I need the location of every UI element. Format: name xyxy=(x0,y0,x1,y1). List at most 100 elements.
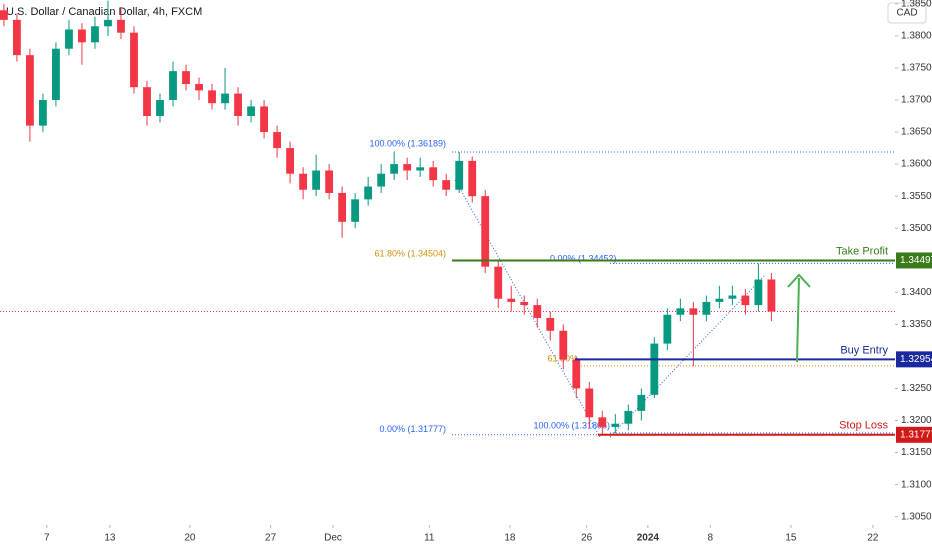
candle-body xyxy=(91,26,99,43)
level-name: Buy Entry xyxy=(840,344,888,356)
candle-body xyxy=(455,160,464,190)
candle-body xyxy=(13,19,21,56)
candle-body xyxy=(533,305,542,318)
candle-body xyxy=(741,295,750,306)
candle-body xyxy=(260,106,268,133)
candle-body xyxy=(728,295,737,299)
candle-body xyxy=(403,164,412,171)
y-tick-label: 1.32500 xyxy=(901,383,932,394)
level-price: 1.32954 xyxy=(900,354,932,365)
y-tick-label: 1.37000 xyxy=(901,95,932,106)
arrow-head xyxy=(787,273,811,288)
candle-body xyxy=(767,279,776,312)
level-price-box xyxy=(896,426,932,443)
candle-body xyxy=(546,317,555,331)
candle-body xyxy=(273,132,281,149)
candle-body xyxy=(650,343,659,395)
candle-body xyxy=(169,71,177,100)
fib-label: 61.80% (1.34504) xyxy=(374,248,446,258)
candle-body xyxy=(247,106,255,117)
y-tick-label: 1.34000 xyxy=(901,287,932,298)
candle-body xyxy=(312,170,321,190)
candle-body xyxy=(65,29,73,49)
candle-body xyxy=(364,186,373,200)
y-tick-label: 1.31000 xyxy=(901,479,932,490)
candle-body xyxy=(416,167,425,171)
y-tick-label: 1.38000 xyxy=(901,31,932,42)
candle-body xyxy=(637,394,646,411)
candle-body xyxy=(611,423,620,427)
candle-body xyxy=(156,100,164,117)
candle-body xyxy=(429,167,438,181)
candle-body xyxy=(442,180,451,190)
x-tick-label: 27 xyxy=(265,533,277,544)
level-price-box xyxy=(896,252,932,269)
candle-body xyxy=(585,388,594,418)
x-tick-label: 22 xyxy=(867,533,879,544)
candle-body xyxy=(572,359,581,389)
candle-body xyxy=(299,173,308,190)
candle-body xyxy=(117,19,125,33)
y-tick-label: 1.35000 xyxy=(901,223,932,234)
candle-body xyxy=(598,417,607,427)
candle-body xyxy=(286,148,294,174)
fib-label: 0.00% (1.31777) xyxy=(379,424,446,434)
candle-body xyxy=(702,301,711,315)
fib-trend xyxy=(609,274,766,438)
y-tick-label: 1.30500 xyxy=(901,511,932,522)
y-tick-label: 1.38500 xyxy=(901,0,932,9)
candle-body xyxy=(624,410,633,424)
fib-label: 0.00% (1.34452) xyxy=(550,254,617,264)
candle-body xyxy=(221,93,229,104)
candle-body xyxy=(468,160,477,197)
x-tick-label: 13 xyxy=(104,533,116,544)
candle-body xyxy=(208,90,216,104)
fib-label: 100.00% (1.36189) xyxy=(369,138,446,148)
candle-body xyxy=(104,19,112,27)
y-tick-label: 1.36500 xyxy=(901,127,932,138)
y-tick-label: 1.35500 xyxy=(901,191,932,202)
x-tick-label: Dec xyxy=(324,533,342,544)
currency-box[interactable] xyxy=(887,2,927,24)
x-tick-label: 8 xyxy=(707,533,713,544)
candle-body xyxy=(689,308,698,315)
x-tick-label: 11 xyxy=(424,533,435,544)
candle-body xyxy=(182,71,190,84)
x-tick-label: 7 xyxy=(44,533,50,544)
candle-body xyxy=(39,100,47,126)
x-tick-label: 20 xyxy=(184,533,196,544)
level-price: 1.31777 xyxy=(900,429,932,440)
y-tick-label: 1.32000 xyxy=(901,415,932,426)
arrow-shaft xyxy=(796,277,800,363)
candle-body xyxy=(0,10,8,20)
candle-body xyxy=(507,298,516,302)
candle-body xyxy=(715,298,724,302)
y-tick-label: 1.33500 xyxy=(901,319,932,330)
candle-body xyxy=(338,192,347,222)
x-tick-label: 15 xyxy=(785,533,797,544)
candle-body xyxy=(325,170,334,193)
candle-body xyxy=(26,55,34,126)
y-tick-label: 1.31500 xyxy=(901,447,932,458)
level-name: Take Profit xyxy=(836,245,888,257)
candle-body xyxy=(520,301,529,306)
candle-body xyxy=(143,87,151,117)
x-tick-label: 26 xyxy=(581,533,593,544)
candle-body xyxy=(78,29,86,43)
candle-body xyxy=(663,314,672,344)
candle-body xyxy=(676,308,685,315)
x-tick-label: 2024 xyxy=(637,533,660,544)
chart-title: U.S. Dollar / Canadian Dollar, 4h, FXCM xyxy=(6,6,202,18)
candle-body xyxy=(559,330,568,360)
candle-body xyxy=(351,199,360,222)
level-name: Stop Loss xyxy=(839,420,888,432)
level-price-box xyxy=(896,351,932,368)
candle-body xyxy=(195,83,203,91)
candle-body xyxy=(481,196,490,267)
currency: CAD xyxy=(896,8,917,19)
candle-body xyxy=(130,32,138,88)
fib-trend xyxy=(454,179,601,438)
candle-body xyxy=(390,164,399,174)
y-tick-label: 1.36000 xyxy=(901,159,932,170)
